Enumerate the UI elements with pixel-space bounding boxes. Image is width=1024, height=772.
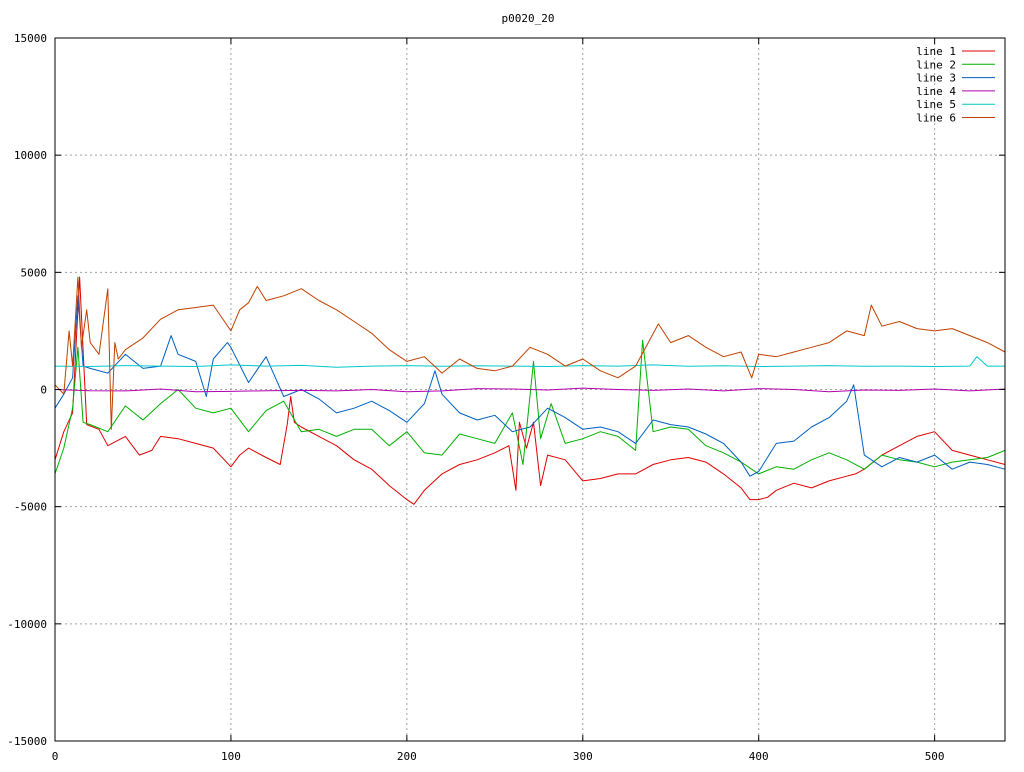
y-tick-label: 15000 xyxy=(14,32,47,45)
x-tick-label: 200 xyxy=(397,750,417,763)
legend-label: line 6 xyxy=(916,112,956,125)
series-line-1 xyxy=(54,276,1006,505)
series-line-2 xyxy=(54,339,1006,475)
y-tick-label: 0 xyxy=(40,384,47,397)
legend-label: line 1 xyxy=(916,45,956,58)
x-tick-label: 0 xyxy=(52,750,59,763)
series-line-6 xyxy=(54,276,1006,430)
x-tick-label: 300 xyxy=(573,750,593,763)
legend-label: line 2 xyxy=(916,58,956,71)
series-line-3 xyxy=(54,295,1006,477)
y-tick-label: 5000 xyxy=(21,266,48,279)
axis-ticks: 0 100 200 300 400 500 -15000 -10000 -5000 0 5000 10… xyxy=(7,32,1005,763)
gridlines xyxy=(55,38,1005,741)
x-tick-label: 500 xyxy=(925,750,945,763)
series-lines xyxy=(54,276,1006,505)
legend-label: line 3 xyxy=(916,72,956,85)
y-tick-label: 10000 xyxy=(14,149,47,162)
y-tick-label: -15000 xyxy=(7,735,47,748)
series-line-4 xyxy=(54,387,1006,393)
legend-label: line 5 xyxy=(916,98,956,111)
y-tick-label: -10000 xyxy=(7,618,47,631)
x-tick-label: 100 xyxy=(221,750,241,763)
chart-title: p0020_20 xyxy=(502,12,555,25)
legend-label: line 4 xyxy=(916,85,956,98)
y-tick-label: -5000 xyxy=(14,501,47,514)
x-tick-label: 400 xyxy=(749,750,769,763)
